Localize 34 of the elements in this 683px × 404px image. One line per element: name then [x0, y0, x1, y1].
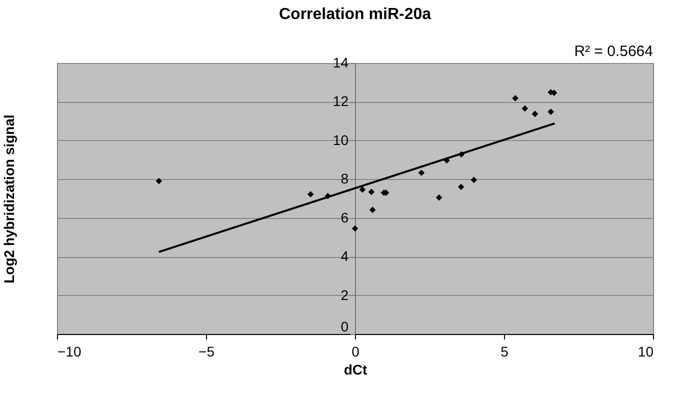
point	[522, 105, 528, 112]
point	[548, 108, 554, 115]
x-tick-label: 5	[500, 344, 509, 360]
point	[368, 188, 375, 196]
point	[369, 206, 376, 214]
point	[458, 151, 465, 158]
x-tick-label: −10	[58, 344, 82, 360]
y-tick-label: 6	[340, 209, 349, 226]
point	[470, 176, 478, 184]
x-tick-label: 10	[638, 344, 654, 360]
point	[352, 225, 358, 232]
x-tick-label: −5	[198, 344, 215, 360]
y-tick-label: 2	[340, 286, 349, 303]
y-tick-label: 10	[332, 132, 349, 148]
point	[156, 178, 162, 184]
point	[307, 191, 314, 198]
text: R² = 0.5664	[574, 43, 653, 60]
y-tick-label: 4	[340, 248, 349, 264]
y-tick-label: 14	[332, 54, 349, 70]
y-tick-label: 12	[332, 93, 349, 110]
point	[359, 186, 366, 193]
point	[418, 170, 425, 176]
chart-title: Correlation miR-20a	[278, 6, 432, 23]
point	[532, 110, 538, 118]
x-tick-label: 0	[352, 344, 360, 360]
point	[324, 192, 332, 200]
point	[458, 184, 464, 190]
x-axis-title: dCt	[344, 362, 368, 378]
point	[444, 157, 450, 164]
y-tick-label: 8	[340, 170, 349, 187]
point	[436, 194, 442, 201]
y-tick-label: 0	[340, 318, 349, 334]
y-axis-title: Log2 hybridization signal	[0, 114, 17, 284]
point	[512, 95, 518, 102]
